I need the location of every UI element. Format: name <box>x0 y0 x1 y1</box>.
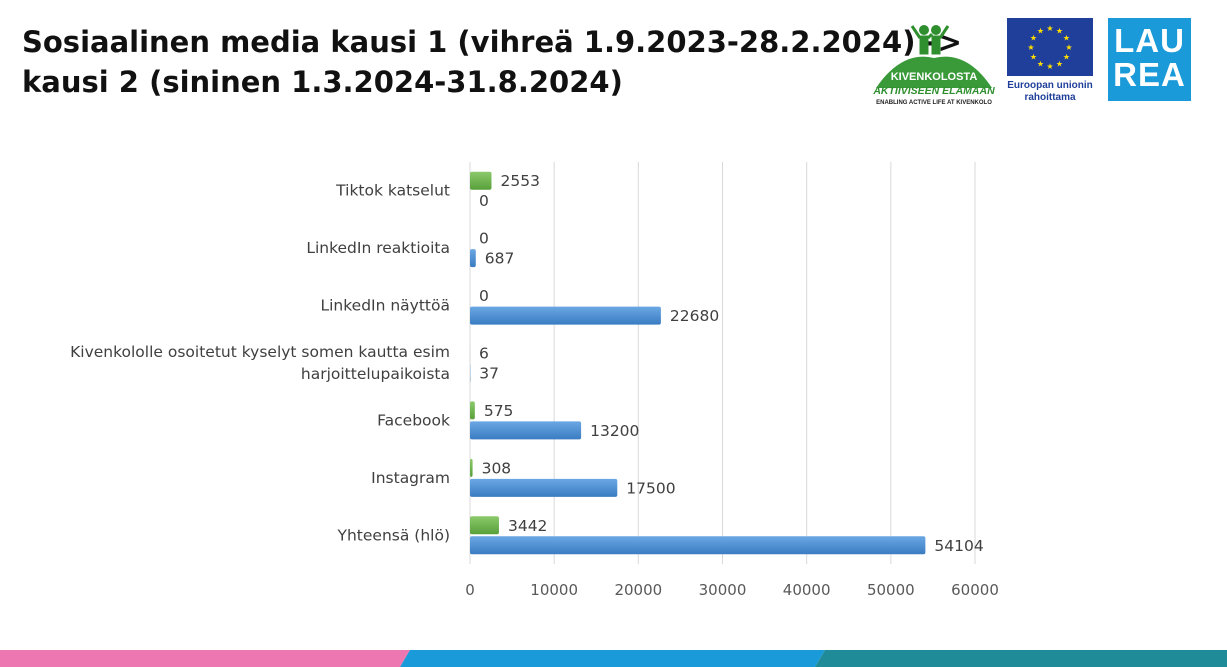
title-line-1: Sosiaalinen media kausi 1 (vihreä 1.9.20… <box>22 25 962 59</box>
title-line-2: kausi 2 (sininen 1.3.2024-31.8.2024) <box>22 65 623 99</box>
eu-caption-line-1: Euroopan unionin <box>1007 80 1093 91</box>
eu-star-icon: ★ <box>1063 53 1070 62</box>
data-label: 0 <box>479 287 489 305</box>
x-tick-label: 0 <box>465 581 475 599</box>
hill-shape <box>876 56 992 88</box>
bars <box>470 171 926 555</box>
bar-period-2 <box>470 421 582 440</box>
footer-cyan-segment <box>400 650 825 667</box>
data-label: 308 <box>482 459 512 477</box>
eu-flag: ★ ★ ★ ★ ★ ★ ★ ★ ★ ★ ★ ★ <box>1007 18 1093 76</box>
x-tick-label: 60000 <box>951 581 999 599</box>
eu-stars-icon: ★ ★★★★★★★★★★★ <box>1027 24 1072 71</box>
bar-period-1 <box>470 458 473 477</box>
eu-star-icon: ★ <box>1046 24 1053 33</box>
eu-star-icon: ★ <box>1046 62 1053 71</box>
kivenkolosta-tagline: AKTIIVISEEN ELÄMÄÄN <box>872 84 995 97</box>
data-label: 17500 <box>626 479 675 497</box>
category-label: Yhteensä (hlö) <box>337 526 450 544</box>
eu-star-icon: ★ <box>1065 43 1072 52</box>
footer-color-band <box>0 650 1227 667</box>
bar-period-2 <box>470 536 926 555</box>
eu-star-icon: ★ <box>1056 27 1063 36</box>
eu-star-icon: ★ <box>1063 34 1070 43</box>
laurea-line-1: LAU <box>1114 22 1185 59</box>
category-label: Tiktok katselut <box>335 182 450 200</box>
eu-star-icon: ★ <box>1037 27 1044 36</box>
data-label: 3442 <box>508 517 547 535</box>
data-label: 0 <box>479 192 489 210</box>
data-label: 0 <box>479 230 489 248</box>
x-tick-label: 10000 <box>530 581 578 599</box>
kivenkolosta-subline: ENABLING ACTIVE LIFE AT KIVENKOLO <box>876 100 992 106</box>
bar-period-2 <box>470 249 476 268</box>
laurea-line-2: REA <box>1113 56 1186 93</box>
category-label: Kivenkololle osoitetut kyselyt somen kau… <box>70 343 450 361</box>
x-tick-label: 30000 <box>699 581 747 599</box>
eu-star-icon: ★ <box>1037 60 1044 69</box>
data-label: 37 <box>479 365 499 383</box>
category-label: LinkedIn näyttöä <box>320 297 450 315</box>
eu-star-icon: ★ <box>1030 53 1037 62</box>
category-label: LinkedIn reaktioita <box>306 239 450 257</box>
eu-caption-line-2: rahoittama <box>1024 92 1076 103</box>
category-label: Facebook <box>377 411 450 429</box>
category-label: Instagram <box>371 469 450 487</box>
category-label: harjoittelupaikoista <box>301 365 450 383</box>
data-label: 2553 <box>500 172 539 190</box>
x-tick-label: 50000 <box>867 581 915 599</box>
footer-teal-segment <box>815 650 1227 667</box>
data-label: 687 <box>485 250 515 268</box>
x-tick-label: 40000 <box>783 581 831 599</box>
data-label: 22680 <box>670 307 719 325</box>
eu-star-icon: ★ <box>1056 60 1063 69</box>
laurea-logo: LAU REA <box>1108 18 1191 101</box>
bar-period-1 <box>470 401 475 420</box>
bar-period-2 <box>470 478 618 497</box>
eu-caption: Euroopan unionin rahoittama <box>1005 80 1095 104</box>
eu-logo: ★ ★ ★ ★ ★ ★ ★ ★ ★ ★ ★ ★ Euroopan unionin rahoittama <box>1005 18 1095 118</box>
eu-star-icon: ★ <box>1030 34 1037 43</box>
x-tick-label: 20000 <box>614 581 662 599</box>
bar-period-1 <box>470 171 492 190</box>
people-icon <box>910 25 950 55</box>
data-label: 6 <box>479 345 489 363</box>
kivenkolosta-logo: KIVENKOLOSTA AKTIIVISEEN ELÄMÄÄN ENABLIN… <box>872 25 995 106</box>
bar-period-1 <box>470 516 499 535</box>
data-label: 54104 <box>934 537 983 555</box>
kivenkolosta-name: KIVENKOLOSTA <box>891 71 978 83</box>
bar-period-2 <box>470 306 661 325</box>
gridlines <box>469 162 976 564</box>
data-label: 575 <box>484 402 514 420</box>
data-label: 13200 <box>590 422 639 440</box>
footer-pink-segment <box>0 650 410 667</box>
slide-title: Sosiaalinen media kausi 1 (vihreä 1.9.20… <box>22 22 962 102</box>
labels: 0 10000 20000 30000 40000 50000 60000 Tiktok ka… <box>70 172 999 599</box>
eu-star-icon: ★ <box>1027 43 1034 52</box>
